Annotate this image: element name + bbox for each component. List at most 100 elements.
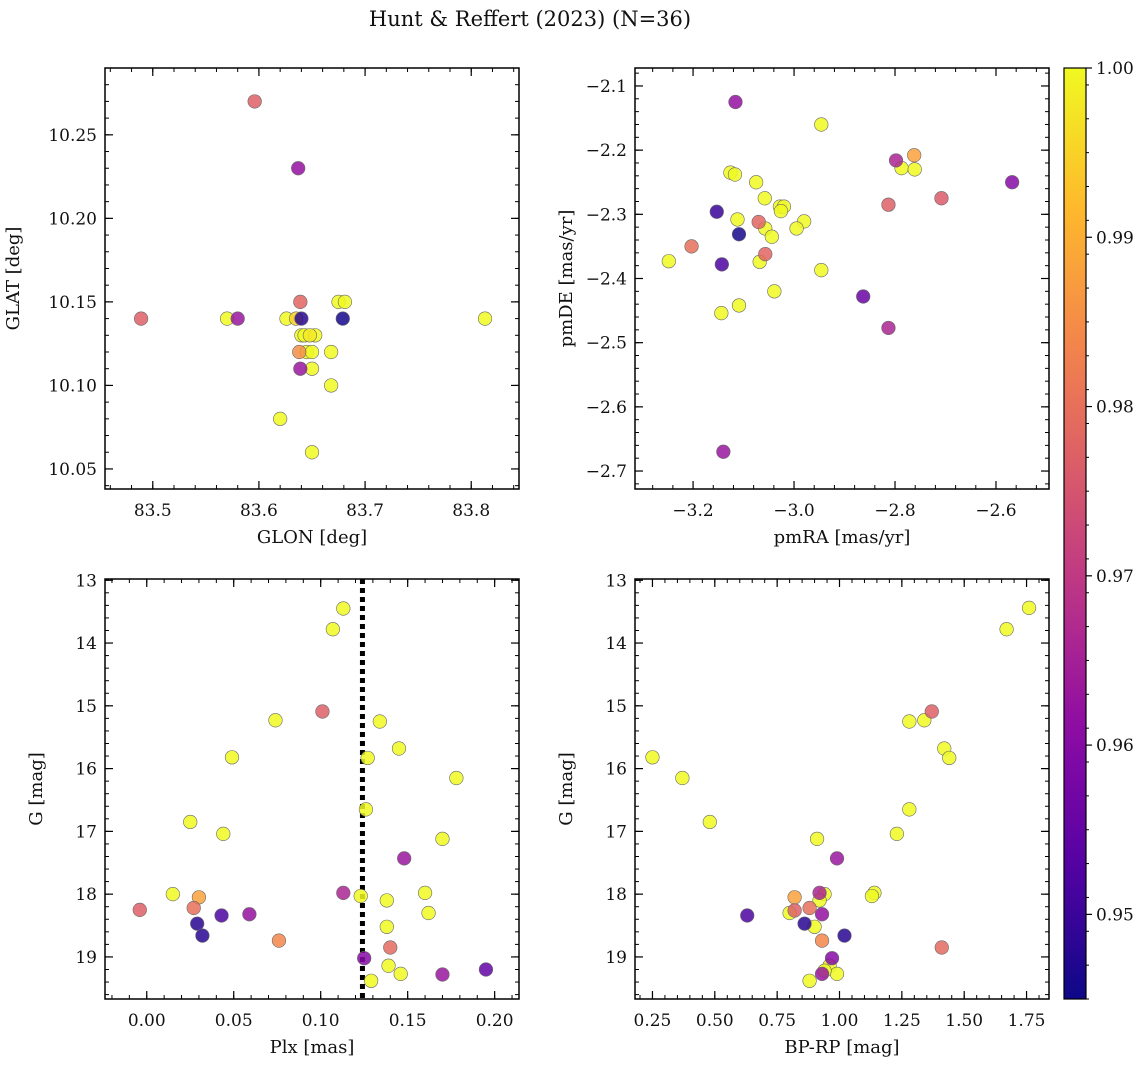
axes-frame [634,67,1050,490]
scatter-point [357,951,372,966]
x-tick-label: 1.00 [821,1011,859,1031]
y-tick-label: 14 [605,634,627,654]
scatter-point [809,831,825,847]
scatter-point [393,966,408,981]
scatter-point [477,311,493,326]
scatter-point [381,958,396,973]
scatter-point [942,750,957,766]
scatter-point [787,903,802,918]
x-tick-label: 1.25 [883,1011,921,1031]
y-tick-label: 13 [605,571,627,591]
scatter-point [337,294,353,309]
x-tick-label: −3.0 [773,501,814,521]
scatter-point [293,361,308,376]
scatter-point [353,888,368,904]
scatter-point [224,750,240,765]
colorbar: 0.95 0.96 0.97 0.98 0.99 1.00 [1063,59,1134,1000]
scatter-point [133,311,149,326]
scatter-point [336,885,351,901]
scatter-point [304,344,320,360]
scatter-point [661,254,676,269]
y-tick-label: −2.4 [586,270,627,290]
colorbar-tick-label: 0.97 [1096,567,1134,587]
scatter-point [934,191,949,206]
panels: 83.5 83.6 83.7 83.8 10.05 10.10 10.15 10.20 10.2… [3,67,1050,1058]
scatter-point [324,344,339,360]
scatter-point [271,933,287,948]
scatter-point [360,750,375,766]
x-tick-label: 83.5 [134,501,172,521]
y-tick-label: 15 [605,697,627,717]
scatter-point [888,153,904,168]
scatter-point [242,907,257,922]
scatter-point [230,311,245,326]
x-tick-label: 0.50 [696,1011,734,1031]
scatter-point [751,214,766,230]
scatter-point [730,212,745,227]
scatter-point [856,289,871,304]
y-tick-label: 13 [75,571,97,591]
scatter-point [292,344,307,360]
scatter-point [195,928,210,943]
scatter-point [379,893,394,908]
y-tick-label: 10.10 [48,376,97,396]
x-tick-label: 0.75 [758,1011,796,1031]
scatter-point [716,444,731,459]
x-tick-label: 0.25 [634,1011,672,1031]
scatter-point [335,311,350,326]
scatter-point [907,148,922,163]
x-axis-label: GLON [deg] [257,527,367,548]
scatter-point [379,919,394,934]
scatter-point [293,294,308,309]
y-tick-label: −2.2 [586,141,627,161]
y-tick-label: 10.20 [48,209,97,229]
scatter-point [814,933,830,948]
colorbar-tick-label: 0.95 [1096,905,1134,925]
scatter-point [773,204,789,219]
axes-frame [104,67,520,490]
x-axis-label: BP-RP [mag] [784,1037,899,1058]
scatter-point [214,908,229,923]
scatter-point [787,890,802,905]
scatter-point [824,951,840,966]
y-tick-label: 16 [605,760,627,780]
y-tick-label: 17 [605,822,627,842]
scatter-point [714,306,729,321]
scatter-point [814,263,829,278]
x-tick-label: 1.50 [945,1011,983,1031]
x-tick-label: 83.6 [240,501,278,521]
scatter-point [435,831,450,847]
x-tick-label: 0.20 [476,1011,514,1031]
scatter-point [727,167,743,182]
scatter-point [767,284,782,299]
scatter-point [709,204,724,219]
scatter-point [183,814,198,830]
colorbar-tick-label: 0.98 [1096,398,1134,418]
figure-title: Hunt & Reffert (2023) (N=36) [369,7,691,31]
scatter-point [758,247,773,262]
scatter-point [789,221,804,236]
scatter-point [478,962,494,977]
colorbar-tick-label: 0.96 [1096,736,1134,756]
scatter-point [902,714,917,729]
y-tick-label: 10.25 [48,126,97,146]
y-tick-label: 18 [75,885,97,905]
scatter-point [889,826,904,841]
y-tick-label: 14 [75,634,97,654]
scatter-point [372,714,387,729]
scatter-point [358,802,374,817]
scatter-point [881,320,896,336]
y-tick-label: −2.7 [586,462,627,482]
scatter-point [449,770,464,786]
panel-top-right: −3.2 −3.0 −2.8 −2.6 −2.7 −2.6 −2.5 −2.4 −2.3 −2.2… [556,67,1050,548]
panel-bottom-right: 0.25 0.50 0.75 1.00 1.25 1.50 1.75 13 14 15 16 17 18… [556,571,1050,1058]
scatter-point [294,311,309,326]
scatter-point [814,907,830,922]
y-tick-label: 17 [75,822,97,842]
scatter-point [702,814,717,830]
scatter-point [864,888,880,904]
scatter-point [417,885,433,901]
colorbar-tick-label: 0.99 [1096,228,1134,248]
scatter-point [728,94,743,110]
